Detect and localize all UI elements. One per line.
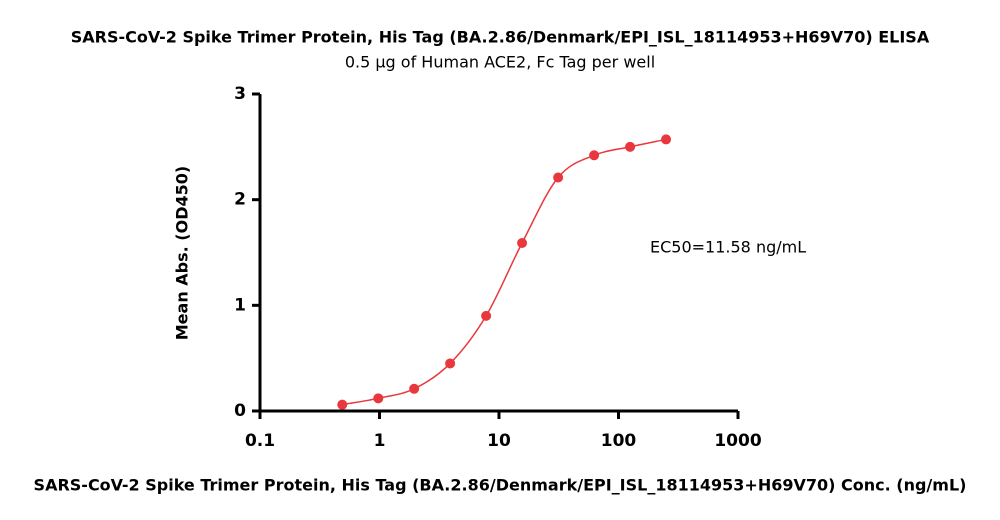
data-point [553,172,564,183]
data-point [373,393,384,404]
x-tick-label: 100 [601,431,637,451]
x-axis-label: SARS-CoV-2 Spike Trimer Protein, His Tag… [34,476,967,495]
y-axis-label: Mean Abs. (OD450) [173,166,192,340]
data-point [625,141,636,152]
data-point [445,358,456,369]
data-point [409,383,420,394]
x-tick-label: 10 [487,431,511,451]
y-tick-label: 2 [234,190,246,210]
x-tick-label: 1000 [714,431,761,451]
data-point [517,237,528,248]
y-tick-label: 3 [234,84,246,104]
data-point [337,399,348,410]
data-point [661,134,672,145]
y-tick-label: 0 [234,401,246,421]
y-tick-label: 1 [234,295,246,315]
annotation: EC50=11.58 ng/mL [650,238,806,257]
fit-curve [342,138,667,406]
x-tick-label: 1 [374,431,386,451]
data-point [481,310,492,321]
data-point [589,150,600,161]
x-tick-label: 0.1 [245,431,275,451]
chart-title: SARS-CoV-2 Spike Trimer Protein, His Tag… [71,28,930,47]
chart-subtitle: 0.5 µg of Human ACE2, Fc Tag per well [345,53,655,72]
